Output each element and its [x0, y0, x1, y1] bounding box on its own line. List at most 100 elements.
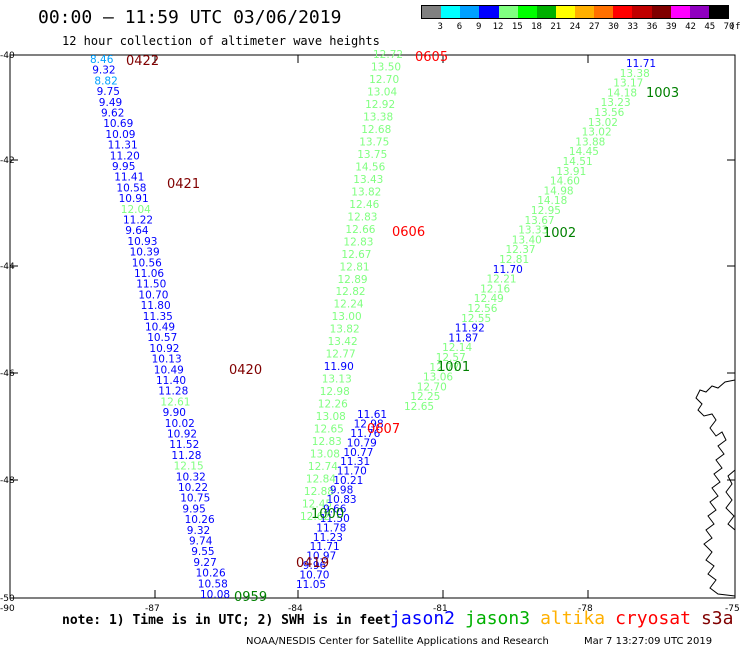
- swh-value: 14.18: [607, 87, 637, 99]
- swh-value: 10.92: [149, 343, 179, 355]
- swh-value: 12.98: [320, 386, 350, 398]
- time-label: 0959: [234, 590, 267, 605]
- swh-value: 12.46: [349, 199, 379, 211]
- swh-value: 13.91: [556, 166, 586, 178]
- swh-value: 13.00: [332, 311, 362, 323]
- color-scale-label: 18: [531, 22, 542, 32]
- map-subtitle: 12 hour collection of altimeter wave hei…: [62, 34, 380, 48]
- lat-label: -46: [0, 369, 15, 379]
- satellite-legend: jason2 jason3 altika cryosat s3a: [390, 608, 740, 629]
- swh-value: 10.32: [176, 471, 206, 483]
- swh-value: 13.88: [575, 136, 605, 148]
- swh-value: 10.69: [103, 118, 133, 130]
- swh-value: 14.45: [569, 146, 599, 158]
- swh-value: 12.77: [429, 362, 459, 374]
- swh-value: 12.81: [340, 261, 370, 273]
- swh-value: 12.84: [306, 474, 336, 486]
- swh-value: 12.24: [334, 299, 364, 311]
- swh-value: 12.57: [436, 352, 466, 364]
- swh-value: 13.06: [423, 372, 453, 384]
- swh-value: 9.32: [187, 525, 210, 537]
- time-label: 0421: [167, 177, 200, 192]
- swh-value: 9.75: [97, 86, 120, 98]
- swh-value: 10.97: [306, 551, 336, 563]
- lon-label: -87: [145, 604, 160, 614]
- time-label: 1002: [543, 226, 576, 241]
- swh-value: 9.62: [101, 108, 124, 120]
- swh-value: 13.08: [310, 449, 340, 461]
- time-label: 0420: [229, 363, 262, 378]
- footer-credit: NOAA/NESDIS Center for Satellite Applica…: [246, 636, 549, 647]
- swh-value: 10.26: [185, 514, 215, 526]
- swh-value: 11.35: [143, 311, 173, 323]
- swh-value: 12.88: [304, 486, 334, 498]
- swh-value: 10.91: [119, 193, 149, 205]
- swh-value: 10.93: [127, 236, 157, 248]
- swh-value: 12.14: [442, 342, 472, 354]
- time-label: 0422: [126, 54, 159, 69]
- swh-value: 10.79: [347, 437, 377, 449]
- time-label: 0606: [392, 225, 425, 240]
- swh-value: 10.13: [152, 354, 182, 366]
- swh-value: 11.50: [320, 513, 350, 525]
- color-scale-label: 12: [492, 22, 504, 32]
- swh-value: 9.32: [92, 65, 115, 77]
- swh-value: 10.58: [198, 578, 228, 590]
- swh-value: 13.82: [330, 324, 360, 336]
- swh-value: 12.67: [341, 249, 371, 261]
- color-scale-label: (ft): [729, 22, 740, 32]
- swh-value: 10.39: [130, 247, 160, 259]
- swh-value: 13.38: [620, 68, 650, 80]
- color-swatch-8: [575, 6, 595, 18]
- swh-value: 10.08: [200, 589, 230, 601]
- swh-value: 12.77: [326, 349, 356, 361]
- swh-value: 13.17: [613, 78, 643, 90]
- swh-value: 11.22: [123, 215, 153, 227]
- swh-value: 10.92: [167, 429, 197, 441]
- time-label: 0607: [367, 422, 400, 437]
- swh-value: 12.98: [354, 418, 384, 430]
- color-swatch-13: [670, 6, 690, 18]
- color-swatch-5: [517, 6, 537, 18]
- color-swatch-7: [555, 6, 575, 18]
- lat-label: -50: [0, 594, 15, 604]
- color-scale-label: 24: [569, 22, 581, 32]
- color-scale-label: 70: [723, 22, 735, 32]
- swh-value: 9.74: [189, 536, 213, 548]
- swh-value: 13.08: [316, 411, 346, 423]
- legend-item-cryosat: cryosat: [615, 608, 691, 629]
- color-swatch-12: [651, 6, 671, 18]
- swh-value: 12.83: [347, 211, 377, 223]
- color-scale-label: 27: [588, 22, 600, 32]
- lon-label: -78: [578, 604, 593, 614]
- lon-label: -75: [725, 604, 740, 614]
- swh-value: 10.70: [299, 570, 329, 582]
- swh-value: 10.02: [165, 418, 195, 430]
- swh-value: 12.61: [160, 396, 190, 408]
- swh-value: 10.58: [116, 182, 146, 194]
- swh-value: 13.43: [353, 174, 383, 186]
- swh-value: 12.82: [336, 286, 366, 298]
- swh-value: 8.46: [90, 54, 114, 66]
- swh-value: 9.66: [323, 503, 347, 515]
- swh-value: 9.49: [99, 97, 122, 109]
- swh-value: 12.83: [312, 436, 342, 448]
- time-label: 0419: [296, 556, 329, 571]
- swh-value: 9.90: [163, 407, 186, 419]
- swh-value: 12.45: [302, 499, 332, 511]
- swh-value: 13.82: [351, 186, 381, 198]
- coastline: [725, 469, 736, 531]
- lat-label: -44: [0, 262, 15, 272]
- swh-value: 13.42: [328, 336, 358, 348]
- units-note: note: 1) Time is in UTC; 2) SWH is in fe…: [62, 613, 391, 628]
- swh-value: 8.82: [94, 75, 117, 87]
- color-scale-label: 21: [550, 22, 562, 32]
- swh-value: 12.62: [300, 511, 330, 523]
- color-swatch-9: [594, 6, 614, 18]
- swh-value: 11.76: [350, 428, 380, 440]
- swh-value: 10.70: [138, 289, 168, 301]
- swh-value: 10.75: [180, 493, 210, 505]
- swh-value: 11.61: [357, 409, 387, 421]
- color-scale-label: 9: [476, 22, 482, 32]
- swh-value: 10.22: [178, 482, 208, 494]
